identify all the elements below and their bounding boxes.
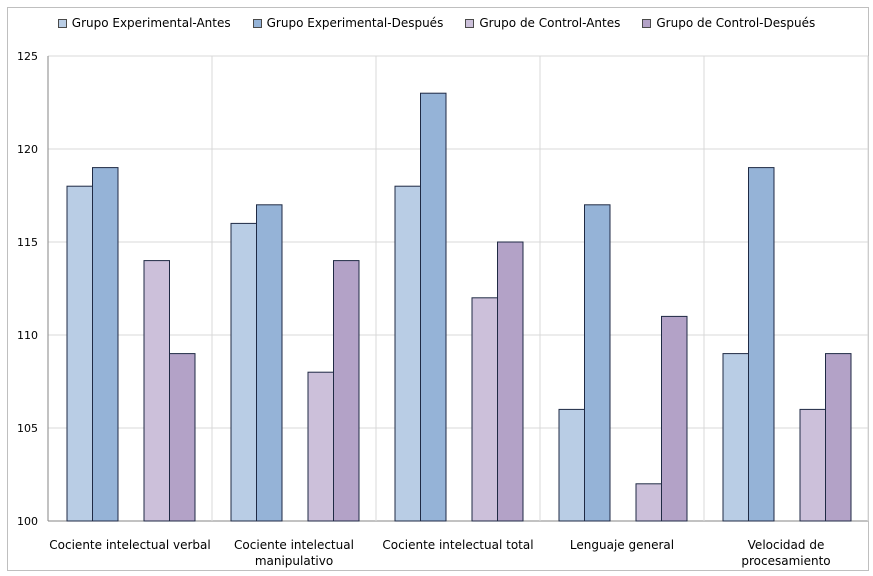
x-tick-label: Cociente intelectual	[234, 538, 354, 552]
y-tick-label: 125	[17, 50, 38, 63]
x-tick-label: manipulativo	[255, 554, 333, 568]
bar	[394, 185, 421, 522]
bar	[230, 222, 257, 522]
bar	[169, 353, 196, 522]
bar	[66, 185, 93, 522]
bar	[92, 167, 119, 522]
legend-label: Grupo de Control-Después	[656, 16, 816, 30]
bar	[558, 408, 585, 522]
legend-label: Grupo de Control-Antes	[479, 16, 621, 30]
legend-swatch	[252, 18, 262, 28]
legend-item: Grupo Experimental-Después	[252, 16, 444, 30]
legend-label: Grupo Experimental-Después	[266, 16, 444, 30]
x-tick-label: Cociente intelectual total	[382, 538, 533, 552]
x-tick-label: procesamiento	[741, 554, 830, 568]
bar	[497, 241, 524, 522]
bar	[661, 315, 688, 522]
bar	[635, 483, 662, 522]
bar	[307, 371, 334, 522]
bar	[722, 353, 749, 522]
bar	[748, 167, 775, 522]
legend-label: Grupo Experimental-Antes	[71, 16, 231, 30]
legend-swatch	[57, 18, 67, 28]
legend: Grupo Experimental-Antes Grupo Experiment…	[0, 16, 873, 30]
bar	[420, 92, 447, 522]
y-tick-label: 115	[17, 236, 38, 249]
y-tick-label: 105	[17, 422, 38, 435]
legend-item: Grupo Experimental-Antes	[57, 16, 231, 30]
bar	[333, 260, 360, 522]
legend-swatch	[642, 18, 652, 28]
bar	[799, 408, 826, 522]
legend-swatch	[465, 18, 475, 28]
x-tick-label: Velocidad de	[748, 538, 825, 552]
y-tick-label: 110	[17, 329, 38, 342]
y-tick-label: 100	[17, 515, 38, 528]
bar	[256, 204, 283, 522]
legend-item: Grupo de Control-Antes	[465, 16, 620, 30]
x-tick-label: Lenguaje general	[570, 538, 674, 552]
bar	[471, 297, 498, 522]
bar	[825, 353, 852, 522]
y-tick-label: 120	[17, 143, 38, 156]
bar	[143, 260, 170, 522]
bar	[584, 204, 611, 522]
legend-item: Grupo de Control-Después	[642, 16, 815, 30]
x-tick-label: Cociente intelectual verbal	[49, 538, 210, 552]
